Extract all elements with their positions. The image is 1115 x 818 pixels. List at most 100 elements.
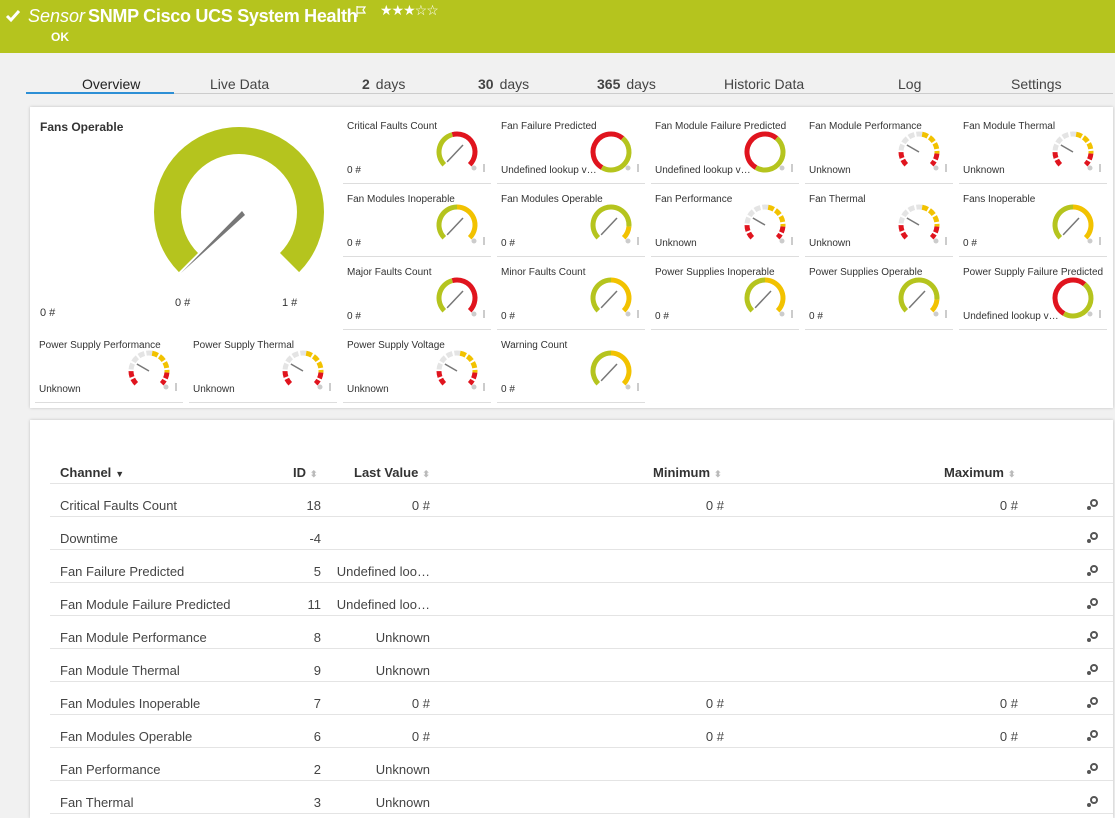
channel-settings-icon[interactable] — [1085, 597, 1099, 611]
tab[interactable]: Overview — [82, 76, 140, 92]
channel-settings-icon[interactable] — [1085, 531, 1099, 545]
mini-gauge — [744, 204, 793, 245]
table-cell: Fan Failure Predicted — [60, 564, 185, 579]
tab[interactable]: Historic Data — [724, 76, 804, 92]
settings-icon[interactable] — [625, 165, 631, 171]
channel-settings-icon[interactable] — [1085, 564, 1099, 578]
main-gauge — [154, 126, 324, 273]
tab-number: 365 — [597, 76, 621, 92]
settings-icon[interactable] — [471, 384, 477, 390]
settings-icon[interactable] — [779, 165, 785, 171]
tab-label: Live Data — [210, 76, 270, 92]
tab[interactable]: Log — [898, 76, 921, 92]
table-cell: Unknown — [375, 795, 430, 810]
channel-settings-icon[interactable] — [1085, 498, 1099, 512]
tab[interactable]: 30 days — [478, 76, 529, 92]
row-rule — [50, 747, 1113, 748]
gauge-arc — [744, 131, 779, 170]
gear — [1090, 631, 1098, 639]
channel-settings-icon[interactable] — [1085, 795, 1099, 809]
settings-icon[interactable] — [471, 311, 477, 317]
settings-icon[interactable] — [933, 311, 939, 317]
gear — [1090, 796, 1098, 804]
table-cell: 5 — [313, 564, 321, 579]
gauge-value: 0 # — [501, 384, 515, 395]
gauge-value: Undefined lookup v… — [963, 311, 1059, 322]
tab[interactable]: 2 days — [362, 76, 405, 92]
settings-icon[interactable] — [317, 384, 323, 390]
gauge-arc — [1075, 131, 1094, 154]
row-rule — [50, 582, 1113, 583]
table-cell: 0 # — [705, 696, 724, 711]
gauge-value: Undefined lookup v… — [655, 165, 751, 176]
gauge-tile: Fan Modules Operable 0 # — [497, 190, 645, 257]
settings-icon[interactable] — [625, 238, 631, 244]
column-header[interactable]: Last Value ⬍ — [354, 465, 430, 480]
gauge-arc — [898, 223, 909, 240]
table-cell: 0 # — [411, 729, 430, 744]
channel-settings-icon[interactable] — [1085, 696, 1099, 710]
check-icon — [5, 10, 21, 23]
mini-gauge — [590, 131, 639, 173]
gauge-needle — [600, 217, 618, 236]
channel-settings-icon[interactable] — [1085, 762, 1099, 776]
gauge-arc — [1052, 204, 1074, 240]
gauge-name: Power Supplies Operable — [809, 267, 923, 278]
column-header[interactable]: Minimum ⬍ — [653, 465, 722, 480]
gauge-tile: Power Supply Thermal Unknown — [189, 336, 337, 403]
flag-icon[interactable] — [355, 5, 369, 19]
channel-settings-icon[interactable] — [1085, 663, 1099, 677]
gauge-value: 0 # — [501, 311, 515, 322]
gear — [1087, 803, 1091, 807]
mini-gauge — [744, 131, 793, 173]
settings-icon[interactable] — [779, 238, 785, 244]
settings-icon[interactable] — [779, 311, 785, 317]
table-cell: 0 # — [411, 498, 430, 513]
settings-icon[interactable] — [933, 238, 939, 244]
tab[interactable]: Settings — [1011, 76, 1062, 92]
gauge-tile: Power Supplies Inoperable 0 # — [651, 263, 799, 330]
gauge-arc — [1083, 153, 1094, 167]
gauge-arc — [305, 350, 324, 373]
mini-gauge — [898, 204, 947, 245]
gauge-arc — [929, 153, 940, 167]
gauge-needle — [1062, 217, 1080, 236]
settings-icon[interactable] — [471, 238, 477, 244]
column-header[interactable]: ID ⬍ — [293, 465, 318, 480]
tab-label: days — [626, 76, 656, 92]
gear — [1090, 499, 1098, 507]
settings-icon[interactable] — [1087, 165, 1093, 171]
gauge-name: Fan Module Performance — [809, 121, 922, 132]
tab-number: 2 — [362, 76, 370, 92]
main-gauge-value: 0 # — [40, 307, 56, 319]
tab[interactable]: 365 days — [597, 76, 656, 92]
settings-icon[interactable] — [933, 165, 939, 171]
table-cell: Fan Modules Inoperable — [60, 696, 201, 711]
tab[interactable]: Live Data — [210, 76, 269, 92]
gauge-needle — [600, 363, 618, 382]
column-header[interactable]: Channel ▼ — [60, 465, 124, 480]
settings-icon[interactable] — [163, 384, 169, 390]
gauge-tile: Minor Faults Count 0 # — [497, 263, 645, 330]
channel-settings-icon[interactable] — [1085, 729, 1099, 743]
channel-settings-icon[interactable] — [1085, 630, 1099, 644]
column-header[interactable]: Maximum ⬍ — [944, 465, 1016, 480]
gauge-value: Unknown — [193, 384, 235, 395]
settings-icon[interactable] — [471, 165, 477, 171]
gauge-value: 0 # — [347, 238, 361, 249]
priority-stars[interactable]: ★★★☆☆ — [380, 2, 439, 18]
gauge-arc — [1052, 277, 1087, 316]
gear — [1087, 539, 1091, 543]
gear — [1090, 763, 1098, 771]
channel-panel — [30, 420, 1113, 818]
table-cell: Critical Faults Count — [60, 498, 178, 513]
tab-number: 30 — [478, 76, 494, 92]
gear — [1087, 671, 1091, 675]
settings-icon[interactable] — [625, 311, 631, 317]
settings-icon[interactable] — [1087, 311, 1093, 317]
gear — [1087, 737, 1091, 741]
sensor-prefix: Sensor — [28, 6, 86, 26]
mini-gauge — [590, 204, 639, 245]
settings-icon[interactable] — [625, 384, 631, 390]
settings-icon[interactable] — [1087, 238, 1093, 244]
